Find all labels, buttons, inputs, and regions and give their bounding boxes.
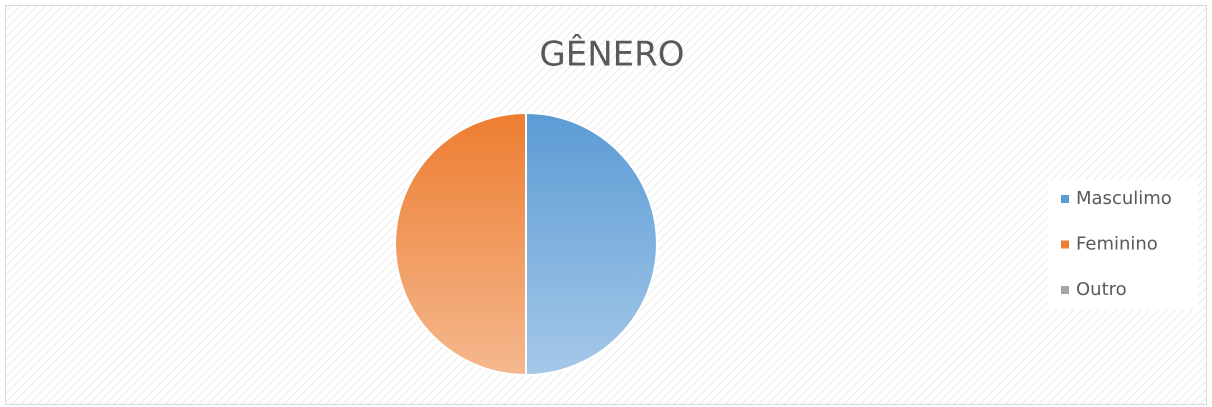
legend-label: Masculimo (1076, 188, 1172, 209)
pie-slice (525, 111, 658, 377)
chart-title: GÊNERO (539, 34, 684, 75)
legend-label: Outro (1076, 279, 1127, 300)
pie-slice (394, 111, 527, 377)
legend-swatch (1061, 286, 1069, 294)
legend-box (1048, 180, 1198, 310)
legend-swatch (1061, 240, 1069, 249)
legend-label: Feminino (1076, 234, 1158, 255)
legend-swatch (1061, 195, 1069, 203)
